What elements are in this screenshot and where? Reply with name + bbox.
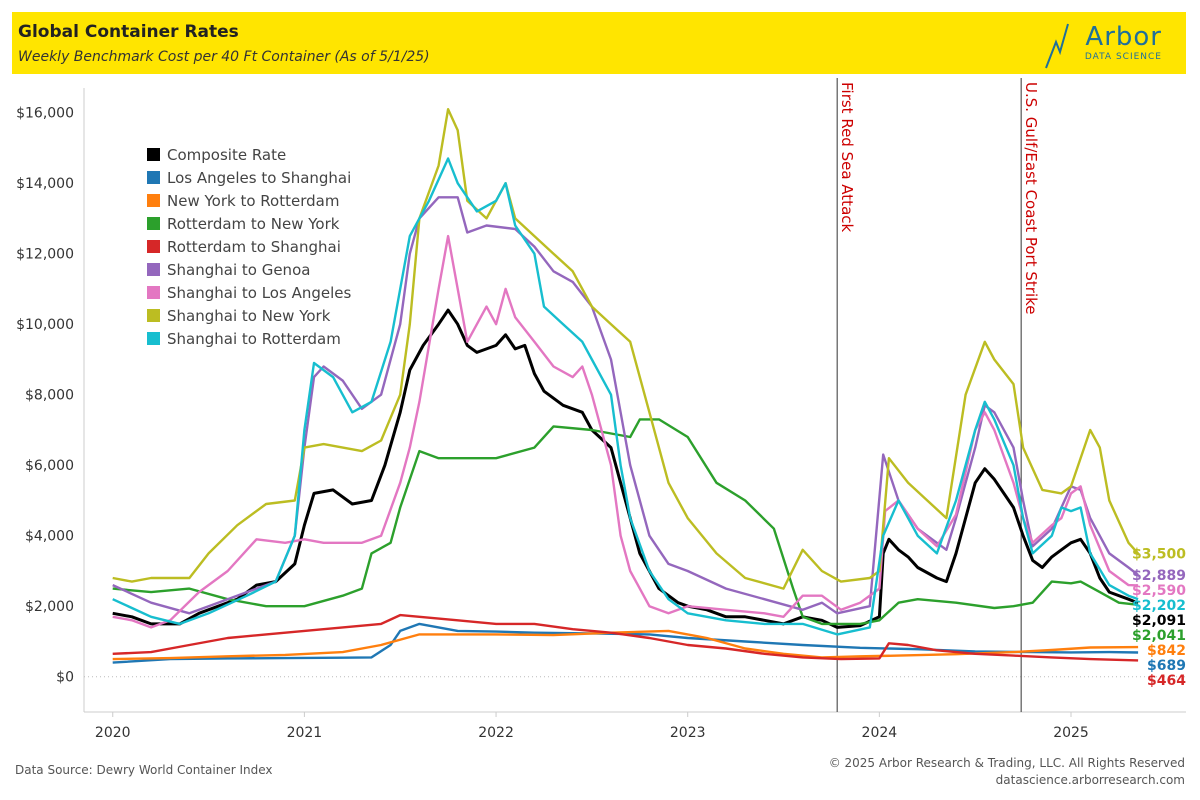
legend-item: New York to Rotterdam (147, 189, 351, 212)
y-tick-label: $16,000 (16, 106, 74, 122)
y-tick-label: $2,000 (25, 599, 74, 615)
y-tick-label: $4,000 (25, 529, 74, 545)
y-tick-label: $12,000 (16, 247, 74, 263)
legend-swatch (147, 332, 160, 345)
legend-swatch (147, 148, 160, 161)
copyright-text: © 2025 Arbor Research & Trading, LLC. Al… (828, 756, 1185, 770)
chart-legend: Composite Rate Los Angeles to Shanghai New… (147, 143, 351, 350)
legend-label: Shanghai to Genoa (167, 260, 311, 279)
y-tick-label: $10,000 (16, 317, 74, 333)
series-end-label: $842 (1147, 643, 1186, 659)
chart-title: Global Container Rates (18, 22, 239, 42)
series-end-label: $3,500 (1132, 546, 1186, 562)
legend-swatch (147, 309, 160, 322)
legend-swatch (147, 240, 160, 253)
series-end-label: $464 (1147, 673, 1186, 689)
legend-label: Los Angeles to Shanghai (167, 168, 352, 187)
y-tick-label: $14,000 (16, 176, 74, 192)
x-tick-label: 2020 (95, 725, 131, 741)
y-tick-label: $6,000 (25, 458, 74, 474)
series-line (112, 234, 1139, 629)
legend-label: Shanghai to New York (167, 306, 331, 325)
series-line (112, 622, 1139, 664)
series-end-label: $2,041 (1132, 628, 1186, 644)
legend-swatch (147, 263, 160, 276)
series-line (112, 418, 1139, 626)
y-tick-label: $0 (56, 670, 74, 686)
x-tick-label: 2024 (862, 725, 898, 741)
legend-label: Shanghai to Rotterdam (167, 329, 341, 348)
event-label: First Red Sea Attack (838, 82, 856, 233)
legend-label: Rotterdam to Shanghai (167, 237, 341, 256)
series-line (112, 157, 1139, 636)
series-end-label: $689 (1147, 658, 1186, 674)
series-line (112, 308, 1139, 629)
legend-item: Shanghai to Genoa (147, 258, 351, 281)
series-end-label: $2,889 (1132, 568, 1186, 584)
legend-item: Rotterdam to Shanghai (147, 235, 351, 258)
legend-item: Shanghai to Rotterdam (147, 327, 351, 350)
legend-item: Shanghai to New York (147, 304, 351, 327)
logo-text: Arbor (1085, 22, 1162, 52)
logo-mark-icon (1045, 23, 1069, 69)
footer-credits: © 2025 Arbor Research & Trading, LLC. Al… (829, 755, 1185, 789)
legend-label: New York to Rotterdam (167, 191, 340, 210)
series-line (112, 196, 1139, 615)
website-text: datascience.arborresearch.com (995, 773, 1185, 787)
data-source: Data Source: Dewry World Container Index (15, 763, 273, 777)
legend-label: Rotterdam to New York (167, 214, 340, 233)
legend-item: Composite Rate (147, 143, 351, 166)
series-line (112, 108, 1139, 590)
arbor-logo: Arbor DATA SCIENCE (1036, 20, 1166, 70)
legend-swatch (147, 194, 160, 207)
y-tick-label: $8,000 (25, 388, 74, 404)
legend-item: Los Angeles to Shanghai (147, 166, 351, 189)
series-end-label: $2,091 (1132, 613, 1186, 629)
title-banner: Global Container Rates Weekly Benchmark … (12, 12, 1186, 74)
series-line (112, 613, 1139, 662)
chart-subtitle: Weekly Benchmark Cost per 40 Ft Containe… (18, 49, 430, 65)
x-tick-label: 2022 (478, 725, 514, 741)
series-end-label: $2,590 (1132, 583, 1186, 599)
legend-swatch (147, 171, 160, 184)
x-tick-label: 2025 (1053, 725, 1089, 741)
x-tick-label: 2023 (670, 725, 706, 741)
legend-item: Shanghai to Los Angeles (147, 281, 351, 304)
logo-subtext: DATA SCIENCE (1084, 52, 1162, 62)
x-tick-label: 2021 (287, 725, 323, 741)
legend-swatch (147, 286, 160, 299)
legend-item: Rotterdam to New York (147, 212, 351, 235)
legend-label: Shanghai to Los Angeles (167, 283, 352, 302)
event-label: U.S. Gulf/East Coast Port Strike (1022, 82, 1040, 315)
legend-swatch (147, 217, 160, 230)
legend-label: Composite Rate (167, 145, 287, 164)
series-end-label: $2,202 (1132, 598, 1186, 614)
